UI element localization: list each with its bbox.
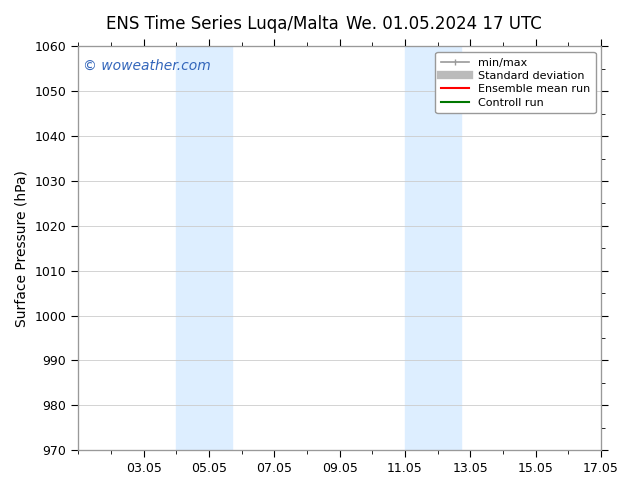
Text: We. 01.05.2024 17 UTC: We. 01.05.2024 17 UTC bbox=[346, 15, 541, 33]
Y-axis label: Surface Pressure (hPa): Surface Pressure (hPa) bbox=[15, 170, 29, 327]
Text: ENS Time Series Luqa/Malta: ENS Time Series Luqa/Malta bbox=[105, 15, 339, 33]
Legend: min/max, Standard deviation, Ensemble mean run, Controll run: min/max, Standard deviation, Ensemble me… bbox=[436, 52, 595, 113]
Bar bbox=[405, 47, 460, 450]
Title: ENS Time Series Luqa/Malta    We. 01.05.2024 17 UTC: ENS Time Series Luqa/Malta We. 01.05.202… bbox=[0, 489, 1, 490]
Bar bbox=[176, 47, 232, 450]
Text: © woweather.com: © woweather.com bbox=[84, 59, 211, 73]
